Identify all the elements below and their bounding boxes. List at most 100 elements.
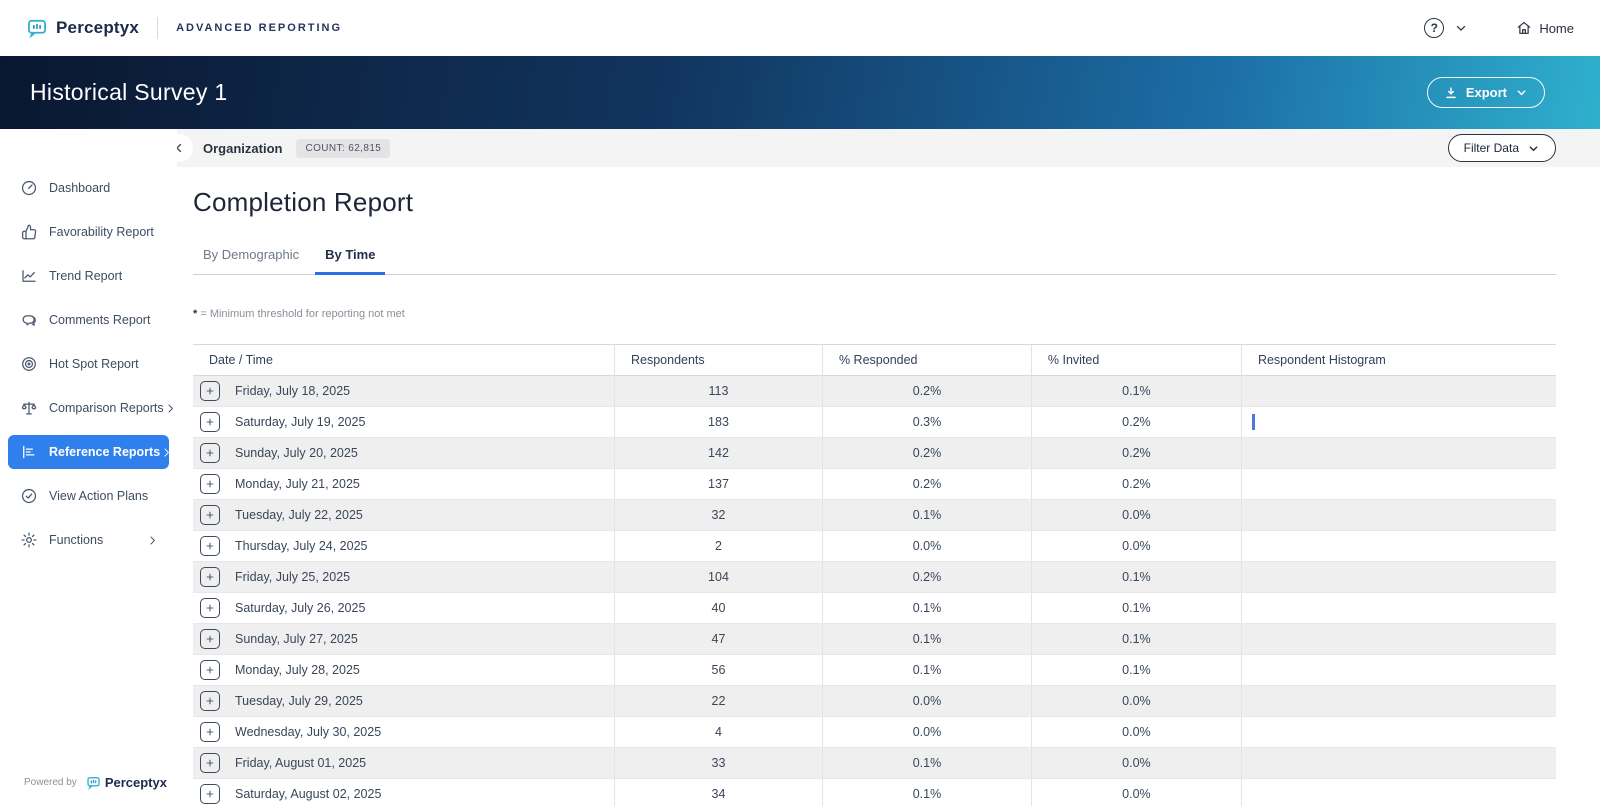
expand-row-button[interactable] — [200, 753, 220, 773]
histogram-cell — [1242, 500, 1556, 530]
home-link[interactable]: Home — [1516, 20, 1574, 36]
sidebar-item-label: View Action Plans — [49, 489, 149, 503]
invited-pct-cell: 0.1% — [1032, 562, 1242, 592]
sidebar-item-reference-reports[interactable]: Reference Reports — [8, 435, 170, 469]
invited-pct-cell: 0.0% — [1032, 779, 1242, 806]
expand-row-button[interactable] — [200, 598, 220, 618]
respondents-cell: 183 — [615, 407, 823, 437]
table-row: Saturday, July 19, 2025 183 0.3% 0.2% — [193, 407, 1556, 438]
expand-row-button[interactable] — [200, 505, 220, 525]
sidebar-item-comments-report[interactable]: Comments Report — [8, 303, 169, 337]
table-row: Monday, July 28, 2025 56 0.1% 0.1% — [193, 655, 1556, 686]
invited-pct-cell: 0.1% — [1032, 376, 1242, 406]
trend-chart-icon — [20, 267, 38, 285]
responded-pct-cell: 0.0% — [823, 717, 1032, 747]
sidebar-item-dashboard[interactable]: Dashboard — [8, 171, 169, 205]
date-cell: Saturday, July 19, 2025 — [235, 415, 366, 429]
expand-row-button[interactable] — [200, 412, 220, 432]
footnote-text: = Minimum threshold for reporting not me… — [200, 308, 405, 320]
plus-icon — [204, 695, 216, 707]
export-label: Export — [1465, 85, 1507, 100]
histogram-cell — [1242, 748, 1556, 778]
sidebar-item-functions[interactable]: Functions — [8, 523, 169, 557]
invited-pct-cell: 0.2% — [1032, 407, 1242, 437]
date-cell: Saturday, August 02, 2025 — [235, 787, 382, 801]
home-icon — [1516, 20, 1532, 36]
bar-chart-icon — [20, 443, 38, 461]
responded-pct-cell: 0.0% — [823, 686, 1032, 716]
histogram-cell — [1242, 531, 1556, 561]
expand-row-button[interactable] — [200, 567, 220, 587]
date-cell: Thursday, July 24, 2025 — [235, 539, 368, 553]
histogram-cell — [1242, 438, 1556, 468]
histogram-cell — [1242, 593, 1556, 623]
invited-pct-cell: 0.1% — [1032, 655, 1242, 685]
responded-pct-cell: 0.3% — [823, 407, 1032, 437]
chevron-right-icon — [146, 534, 159, 547]
expand-row-button[interactable] — [200, 381, 220, 401]
sidebar-item-hot-spot-report[interactable]: Hot Spot Report — [8, 347, 169, 381]
column-header: Date / Time — [193, 345, 615, 375]
invited-pct-cell: 0.0% — [1032, 531, 1242, 561]
count-badge: COUNT: 62,815 — [296, 138, 391, 158]
filter-data-button[interactable]: Filter Data — [1447, 134, 1556, 162]
table-row: Monday, July 21, 2025 137 0.2% 0.2% — [193, 469, 1556, 500]
responded-pct-cell: 0.1% — [823, 500, 1032, 530]
invited-pct-cell: 0.0% — [1032, 686, 1242, 716]
responded-pct-cell: 0.2% — [823, 438, 1032, 468]
respondents-cell: 2 — [615, 531, 823, 561]
threshold-footnote: * = Minimum threshold for reporting not … — [193, 308, 1556, 320]
responded-pct-cell: 0.0% — [823, 531, 1032, 561]
breadcrumb: Organization — [203, 140, 283, 156]
divider — [157, 17, 159, 39]
respondents-cell: 22 — [615, 686, 823, 716]
column-header: Respondent Histogram — [1257, 353, 1386, 367]
expand-row-button[interactable] — [200, 722, 220, 742]
date-cell: Tuesday, July 22, 2025 — [235, 508, 363, 522]
sidebar-item-view-action-plans[interactable]: View Action Plans — [8, 479, 169, 513]
table-row: Sunday, July 20, 2025 142 0.2% 0.2% — [193, 438, 1556, 469]
sidebar-item-label: Functions — [49, 533, 104, 547]
help-icon[interactable]: ? — [1424, 18, 1445, 38]
top-bar: Perceptyx ADVANCED REPORTING ? Home — [0, 0, 1600, 56]
histogram-cell — [1242, 779, 1556, 806]
expand-row-button[interactable] — [200, 691, 220, 711]
tab-by-time[interactable]: By Time — [315, 247, 386, 275]
expand-row-button[interactable] — [200, 474, 220, 494]
sidebar-item-comparison-reports[interactable]: Comparison Reports — [8, 391, 173, 425]
sidebar-item-trend-report[interactable]: Trend Report — [8, 259, 169, 293]
respondents-cell: 104 — [615, 562, 823, 592]
collapse-sidebar-button[interactable] — [177, 134, 193, 162]
respondents-cell: 47 — [615, 624, 823, 654]
table-row: Saturday, August 02, 2025 34 0.1% 0.0% — [193, 779, 1556, 806]
report-tabs: By Demographic By Time — [193, 247, 1556, 275]
expand-row-button[interactable] — [200, 629, 220, 649]
product-name: ADVANCED REPORTING — [176, 22, 343, 34]
histogram-cell — [1242, 624, 1556, 654]
page-title: Completion Report — [193, 187, 414, 217]
table-row: Saturday, July 26, 2025 40 0.1% 0.1% — [193, 593, 1556, 624]
perceptyx-logo[interactable]: Perceptyx — [26, 17, 139, 39]
table-row: Friday, July 18, 2025 113 0.2% 0.1% — [193, 376, 1556, 407]
chevron-down-icon[interactable] — [1454, 21, 1468, 35]
perceptyx-logo-icon — [26, 17, 48, 39]
sidebar-item-label: Comparison Reports — [49, 401, 164, 415]
tab-by-demographic[interactable]: By Demographic — [203, 247, 300, 262]
chevron-right-icon — [164, 402, 177, 415]
main-content: Organization COUNT: 62,815 Filter Data C… — [177, 129, 1600, 806]
table-row: Friday, August 01, 2025 33 0.1% 0.0% — [193, 748, 1556, 779]
expand-row-button[interactable] — [200, 536, 220, 556]
date-cell: Tuesday, July 29, 2025 — [235, 694, 363, 708]
respondents-cell: 137 — [615, 469, 823, 499]
expand-row-button[interactable] — [200, 660, 220, 680]
chevron-right-icon — [160, 446, 173, 459]
plus-icon — [204, 540, 216, 552]
chevron-down-icon — [1527, 142, 1540, 155]
date-cell: Saturday, July 26, 2025 — [235, 601, 366, 615]
brand-name: Perceptyx — [56, 18, 140, 37]
export-button[interactable]: Export — [1426, 77, 1545, 108]
expand-row-button[interactable] — [200, 784, 220, 804]
sidebar-item-favorability-report[interactable]: Favorability Report — [8, 215, 169, 249]
expand-row-button[interactable] — [200, 443, 220, 463]
invited-pct-cell: 0.2% — [1032, 438, 1242, 468]
